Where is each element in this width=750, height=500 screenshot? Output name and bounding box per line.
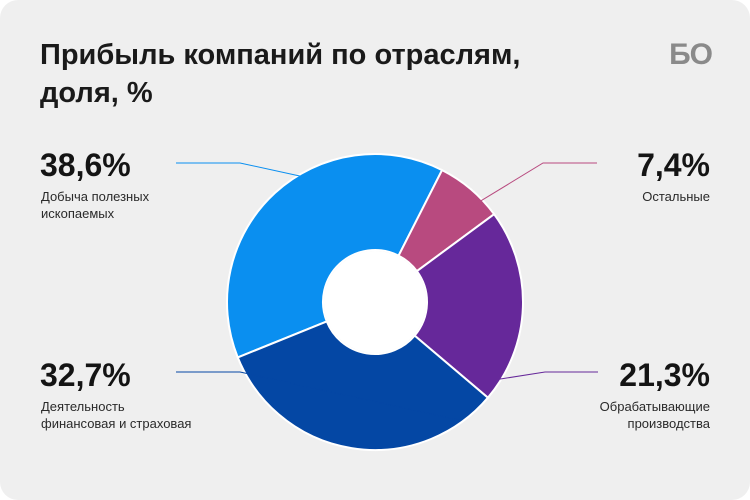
- value-label-mining: 38,6%: [40, 147, 131, 183]
- leader-line-other: [480, 162, 597, 202]
- chart-title-line-2: доля, %: [40, 77, 153, 109]
- category-label-mining: Добыча полезных ископаемых: [41, 188, 149, 222]
- category-label-manufacturing: Обрабатывающие производства: [600, 398, 710, 432]
- category-label-finance: Деятельность финансовая и страховая: [41, 398, 191, 432]
- bo-logo: БО: [669, 38, 713, 71]
- leader-line-manufacturing: [498, 371, 598, 380]
- value-label-other: 7,4%: [637, 147, 710, 183]
- chart-title-line-1: Прибыль компаний по отраслям,: [40, 39, 521, 71]
- chart-title: Прибыль компаний по отраслям, доля, %: [40, 36, 600, 112]
- category-label-finance-line-2: финансовая и страховая: [41, 416, 192, 431]
- leader-line-finance: [176, 371, 461, 421]
- slice-finance: [236, 320, 490, 451]
- category-label-mining-line-2: ископаемых: [41, 206, 115, 221]
- leader-line-mining: [176, 162, 301, 177]
- category-label-manufacturing-line-1: Обрабатывающие: [599, 399, 710, 414]
- category-label-mining-line-1: Добыча полезных: [41, 189, 150, 204]
- slice-mining: [226, 153, 444, 359]
- slice-manufacturing: [413, 212, 524, 400]
- category-label-other-line-1: Остальные: [642, 189, 710, 204]
- value-label-manufacturing: 21,3%: [619, 357, 710, 393]
- value-label-finance: 32,7%: [40, 357, 131, 393]
- category-label-manufacturing-line-2: производства: [627, 416, 710, 431]
- category-label-other: Остальные: [642, 188, 710, 205]
- donut-hole: [324, 251, 426, 353]
- category-label-finance-line-1: Деятельность: [41, 399, 125, 414]
